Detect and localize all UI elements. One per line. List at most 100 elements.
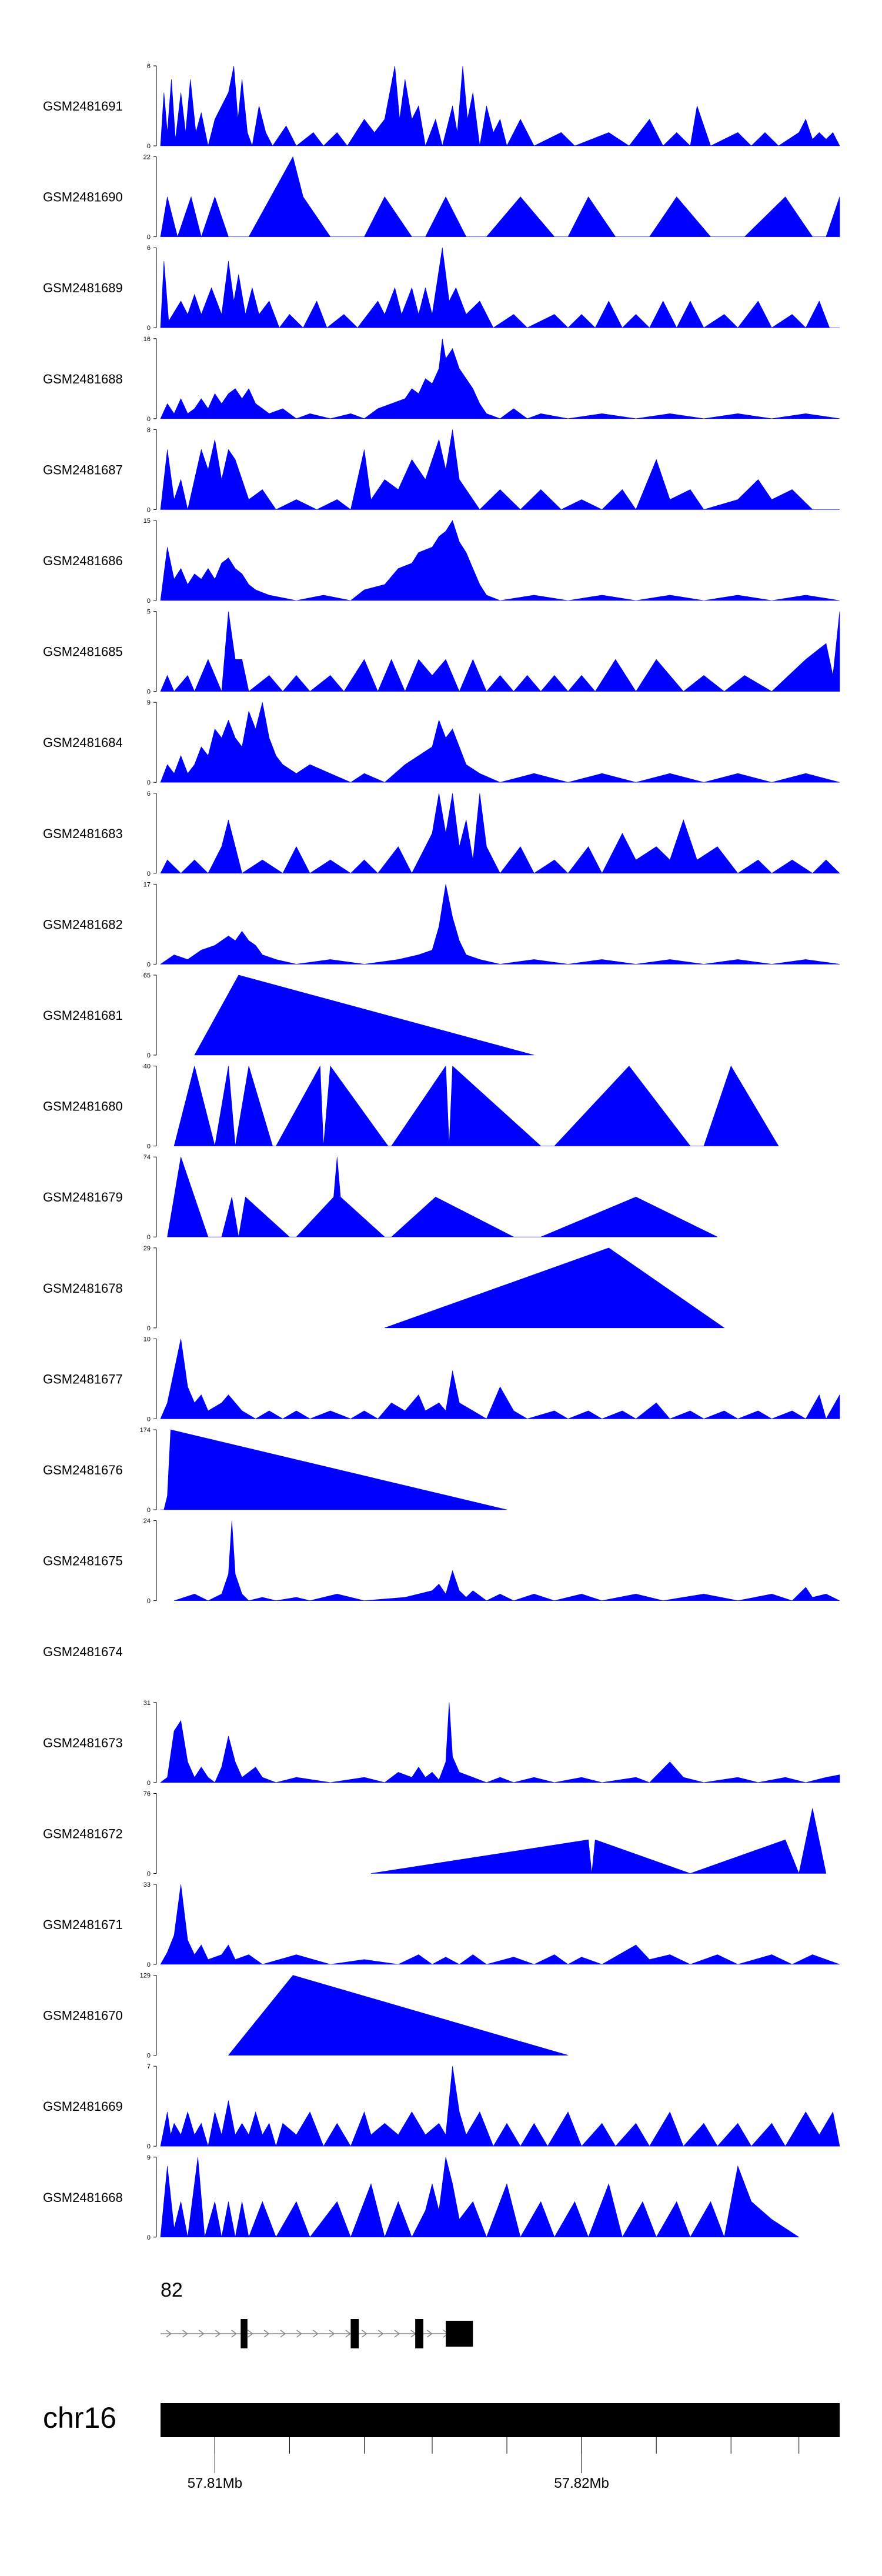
track-GSM2481686: GSM2481686 15 0 [43, 518, 840, 605]
y-tick-label-max: 15 [143, 518, 151, 525]
strand-arrow [329, 2330, 335, 2338]
y-tick-label-min: 0 [147, 1143, 151, 1150]
coverage-area [167, 1157, 718, 1237]
strand-arrow [263, 2330, 270, 2338]
y-tick-label-min: 0 [147, 2234, 151, 2241]
coverage-area [160, 793, 840, 874]
strand-arrow [394, 2330, 400, 2338]
axis-tick-label: 57.82Mb [554, 2475, 609, 2491]
y-tick-label-max: 76 [143, 1790, 151, 1797]
y-tick-label-min: 0 [147, 1325, 151, 1332]
track-label: GSM2481690 [43, 190, 123, 205]
y-tick-label-max: 8 [147, 426, 151, 433]
track-label: GSM2481676 [43, 1463, 123, 1477]
track-label: GSM2481670 [43, 2008, 123, 2023]
y-tick-label-min: 0 [147, 506, 151, 513]
y-tick-label-max: 65 [143, 972, 151, 979]
track-label: GSM2481687 [43, 462, 123, 477]
axis-tick-label: 57.81Mb [188, 2475, 242, 2491]
coverage-area [160, 520, 840, 601]
track-GSM2481683: GSM2481683 6 0 [43, 790, 840, 877]
coverage-area [160, 156, 840, 238]
coverage-area [161, 1429, 507, 1510]
y-tick-label-max: 9 [147, 2154, 151, 2161]
y-tick-label-min: 0 [147, 1780, 151, 1787]
track-GSM2481680: GSM2481680 40 0 [43, 1063, 779, 1150]
y-tick-label-max: 6 [147, 245, 151, 252]
y-tick-label-min: 0 [147, 1507, 151, 1514]
y-tick-label-max: 29 [143, 1245, 151, 1252]
y-tick-label-min: 0 [147, 1052, 151, 1059]
y-tick-label-min: 0 [147, 1416, 151, 1423]
y-tick-label-max: 5 [147, 609, 151, 616]
strand-arrow [198, 2330, 205, 2338]
track-label: GSM2481683 [43, 826, 123, 841]
coverage-area [370, 1808, 827, 1874]
track-label: GSM2481668 [43, 2190, 123, 2205]
track-label: GSM2481679 [43, 1190, 123, 1204]
track-GSM2481687: GSM2481687 8 0 [43, 426, 840, 513]
track-GSM2481670: GSM2481670 129 0 [43, 1973, 569, 2060]
gene-label: 82 [161, 2279, 183, 2301]
track-label: GSM2481672 [43, 1826, 123, 1841]
track-GSM2481676: GSM2481676 174 0 [43, 1427, 507, 1514]
track-GSM2481668: GSM2481668 9 0 [43, 2154, 800, 2241]
track-label: GSM2481674 [43, 1644, 123, 1659]
strand-arrow [215, 2330, 221, 2338]
y-tick-label-max: 17 [143, 881, 151, 888]
y-tick-label-max: 174 [140, 1427, 151, 1434]
coverage-area [173, 1065, 779, 1146]
track-GSM2481681: GSM2481681 65 0 [43, 972, 534, 1059]
y-tick-label-max: 40 [143, 1063, 151, 1070]
track-GSM2481688: GSM2481688 16 0 [43, 336, 840, 423]
track-GSM2481671: GSM2481671 33 0 [43, 1881, 840, 1968]
coverage-area [160, 702, 840, 783]
coverage-area [194, 975, 534, 1056]
genome-axis-ticks: 57.81Mb 57.82Mb [188, 2437, 800, 2491]
track-GSM2481690: GSM2481690 22 0 [43, 154, 840, 241]
y-tick-label-min: 0 [147, 689, 151, 696]
track-GSM2481675: GSM2481675 24 0 [43, 1518, 840, 1605]
strand-arrow [231, 2330, 237, 2338]
track-label: GSM2481686 [43, 553, 123, 568]
track-label: GSM2481691 [43, 99, 123, 114]
track-label: GSM2481680 [43, 1099, 123, 1114]
coverage-area [174, 1520, 840, 1601]
coverage-area [160, 429, 840, 510]
strand-arrow [296, 2330, 302, 2338]
coverage-area [160, 611, 840, 692]
y-tick-label-max: 6 [147, 790, 151, 798]
y-tick-label-max: 6 [147, 63, 151, 70]
coverage-area [160, 1884, 840, 1965]
coverage-area [160, 65, 840, 147]
y-tick-label-min: 0 [147, 143, 151, 150]
y-tick-label-max: 33 [143, 1881, 151, 1888]
track-GSM2481677: GSM2481677 10 0 [43, 1336, 840, 1423]
track-GSM2481679: GSM2481679 74 0 [43, 1154, 718, 1241]
y-tick-label-min: 0 [147, 598, 151, 605]
track-GSM2481689: GSM2481689 6 0 [43, 245, 840, 332]
y-tick-label-max: 24 [143, 1518, 151, 1525]
y-tick-label-min: 0 [147, 1234, 151, 1241]
track-label: GSM2481678 [43, 1281, 123, 1296]
y-tick-label-min: 0 [147, 1870, 151, 1877]
coverage-area [160, 248, 840, 328]
track-label: GSM2481685 [43, 645, 123, 659]
track-label: GSM2481673 [43, 1736, 123, 1750]
y-tick-label-min: 0 [147, 234, 151, 241]
coverage-area [160, 2157, 800, 2238]
strand-arrow [280, 2330, 286, 2338]
y-tick-label-max: 10 [143, 1336, 151, 1343]
exon-4 [446, 2321, 473, 2347]
strand-arrow [248, 2330, 253, 2338]
strand-arrow [345, 2330, 352, 2338]
track-GSM2481682: GSM2481682 17 0 [43, 881, 840, 968]
y-tick-label-min: 0 [147, 2053, 151, 2060]
track-label: GSM2481669 [43, 2099, 123, 2114]
coverage-area [160, 1702, 840, 1783]
exon-2 [350, 2319, 359, 2348]
track-GSM2481684: GSM2481684 9 0 [43, 699, 840, 786]
y-tick-label-min: 0 [147, 870, 151, 877]
gene-model [161, 2319, 473, 2348]
